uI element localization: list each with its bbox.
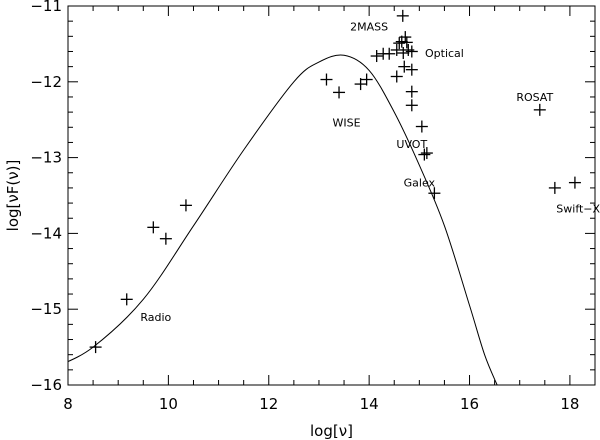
- x-tick-label: 14: [360, 395, 379, 413]
- y-tick-label: −11: [30, 0, 62, 15]
- data-point: [548, 181, 561, 194]
- model-curve: [68, 54, 498, 385]
- data-point: [89, 341, 102, 354]
- data-point: [393, 37, 406, 50]
- annotation-label: UVOT: [396, 138, 427, 151]
- annotation-label: Radio: [140, 311, 171, 324]
- annotation-label: Galex: [404, 177, 436, 190]
- x-tick-label: 12: [259, 395, 278, 413]
- data-point: [383, 47, 396, 60]
- data-point: [418, 148, 431, 161]
- data-point: [428, 187, 441, 200]
- data-point: [397, 46, 410, 59]
- data-point: [147, 221, 160, 234]
- x-tick-label: 16: [460, 395, 479, 413]
- data-point: [396, 9, 409, 22]
- y-tick-label: −12: [30, 73, 62, 91]
- annotation-label: 2MASS: [350, 20, 388, 33]
- y-tick-label: −16: [30, 376, 62, 394]
- y-tick-label: −14: [30, 224, 62, 242]
- data-point: [400, 36, 413, 49]
- annotation-label: WISE: [333, 117, 361, 130]
- y-tick-label: −13: [30, 149, 62, 167]
- x-tick-label: 10: [159, 395, 178, 413]
- data-point: [360, 73, 373, 86]
- data-point: [398, 60, 411, 73]
- data-point: [179, 199, 192, 212]
- data-point: [405, 63, 418, 76]
- data-point: [333, 86, 346, 99]
- data-point: [405, 85, 418, 98]
- data-point: [390, 43, 403, 56]
- y-tick-label: −15: [30, 300, 62, 318]
- data-point: [159, 232, 172, 245]
- data-point: [533, 103, 546, 116]
- plot-frame: [67, 5, 596, 386]
- x-axis-label: log[ν]: [310, 422, 353, 440]
- data-point: [415, 120, 428, 133]
- annotation-label: Swift−XRT: [556, 202, 600, 215]
- data-point: [420, 147, 433, 160]
- data-point: [399, 31, 412, 44]
- x-tick-label: 18: [560, 395, 579, 413]
- annotation-label: ROSAT: [516, 91, 553, 104]
- data-point: [120, 293, 133, 306]
- data-point: [390, 70, 403, 83]
- data-point: [405, 45, 418, 58]
- data-point: [568, 176, 581, 189]
- data-point: [405, 99, 418, 112]
- data-point: [402, 43, 415, 56]
- annotation-label: Optical: [425, 47, 464, 60]
- y-axis-label: log[νF(ν)]: [4, 160, 22, 232]
- x-tick-label: 8: [63, 395, 73, 413]
- data-point: [354, 78, 367, 91]
- data-point: [370, 50, 383, 63]
- data-point: [320, 73, 333, 86]
